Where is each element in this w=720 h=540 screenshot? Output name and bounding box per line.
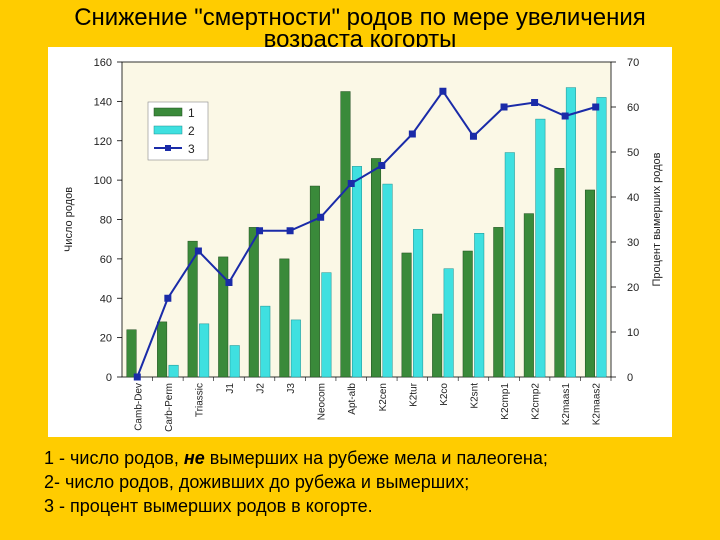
bar-series-1 <box>462 250 473 378</box>
y-tick-label: 60 <box>100 254 112 266</box>
bar-series-1 <box>248 227 259 378</box>
bar-series-1 <box>309 185 320 378</box>
line-point-series-3 <box>469 132 477 140</box>
bar-series-2 <box>443 268 454 378</box>
bar-series-1 <box>187 240 198 378</box>
y2-tick-label: 10 <box>627 327 639 339</box>
y-tick-label: 20 <box>100 333 112 345</box>
bar-series-1 <box>279 258 290 378</box>
legend-marker-3 <box>165 145 171 151</box>
bar-series-2 <box>168 364 179 378</box>
y-tick-label: 160 <box>94 57 112 69</box>
y2-tick-label: 50 <box>627 147 639 159</box>
bar-series-1 <box>340 91 351 378</box>
legend-label: 1 <box>188 106 195 120</box>
note-1-prefix: 1 - число родов, <box>44 448 184 468</box>
y2-tick-label: 60 <box>627 102 639 114</box>
bar-series-1 <box>523 213 534 378</box>
bar-series-1 <box>157 321 168 378</box>
line-point-series-3 <box>256 227 264 235</box>
bar-series-1 <box>126 329 137 378</box>
line-point-series-3 <box>561 112 569 120</box>
y2-tick-label: 0 <box>627 372 633 384</box>
line-point-series-3 <box>194 247 202 255</box>
bar-series-2 <box>413 229 424 378</box>
bar-series-1 <box>371 158 382 378</box>
note-3: 3 - процент вымерших родов в когорте. <box>44 496 373 516</box>
bar-series-1 <box>432 313 443 378</box>
bar-series-2 <box>260 305 271 378</box>
bar-series-2 <box>504 152 515 378</box>
x-tick-label: K2snt <box>469 383 480 409</box>
bar-series-2 <box>535 118 546 378</box>
line-point-series-3 <box>500 103 508 111</box>
x-tick-label: K2co <box>439 383 450 406</box>
y-tick-label: 0 <box>106 372 112 384</box>
x-tick-label: K2tur <box>408 382 419 407</box>
line-point-series-3 <box>347 180 355 187</box>
bar-series-1 <box>493 227 504 378</box>
y2-tick-label: 20 <box>627 282 639 294</box>
x-tick-label: J1 <box>225 383 236 394</box>
line-point-series-3 <box>317 213 325 221</box>
y2-axis-label: Процент вымерших родов <box>651 152 663 286</box>
legend-notes: 1 - число родов, не вымерших на рубеже м… <box>44 446 548 518</box>
title-line-1: Снижение "смертности" родов по мере увел… <box>74 4 646 31</box>
y-axis-label: Число родов <box>63 187 75 252</box>
line-series-3 <box>136 89 597 378</box>
line-point-series-3 <box>225 279 233 286</box>
line-point-series-3 <box>286 227 294 235</box>
line-point-series-3 <box>592 103 600 111</box>
x-tick-label: K2maas1 <box>561 383 572 426</box>
x-tick-label: J2 <box>256 383 267 394</box>
bar-series-1 <box>401 252 412 378</box>
bar-series-2 <box>565 87 576 378</box>
chart-panel: 0 20 40 60 80 100 120 140 160 0 10 20 30 40 50 60 70 Числ… <box>48 47 672 437</box>
note-1-suffix: вымерших на рубеже мела и палеогена; <box>204 448 548 468</box>
chart: 0 20 40 60 80 100 120 140 160 0 10 20 30 40 50 60 70 Числ… <box>63 57 663 432</box>
legend-swatch-2 <box>153 125 183 135</box>
y-tick-label: 100 <box>94 175 112 187</box>
line-point-series-3 <box>439 87 447 95</box>
bar-series-2 <box>474 233 485 378</box>
line-point-series-3 <box>164 294 172 302</box>
note-2: 2- число родов, доживших до рубежа и вым… <box>44 472 470 492</box>
x-tick-label: Carb-Perm <box>164 383 175 432</box>
y-tick-label: 80 <box>100 215 112 227</box>
line-point-series-3 <box>378 162 386 169</box>
x-tick-label: K2cmp2 <box>531 383 542 420</box>
note-1-emphasis: не <box>183 448 205 468</box>
line-point-series-3 <box>408 130 416 138</box>
bar-series-2 <box>290 319 301 378</box>
y2-tick-label: 40 <box>627 192 639 204</box>
x-tick-label: K2maas2 <box>592 383 603 426</box>
y-tick-label: 140 <box>94 96 112 108</box>
line-point-series-3 <box>133 373 141 381</box>
x-tick-label: Apt-alb <box>347 383 358 415</box>
legend-swatch-1 <box>153 107 183 117</box>
bar-series-2 <box>351 166 362 378</box>
bar-series-2 <box>199 323 210 378</box>
note-1: 1 - число родов, не вымерших на рубеже м… <box>44 446 548 470</box>
bar-series-2 <box>321 272 332 378</box>
x-tick-label: J3 <box>286 383 297 394</box>
bar-series-1 <box>584 189 595 378</box>
y2-tick-label: 70 <box>627 57 639 69</box>
bar-series-1 <box>218 256 229 378</box>
bar-series-2 <box>229 345 240 378</box>
legend-label: 3 <box>188 142 195 156</box>
bar-series-2 <box>596 97 607 378</box>
x-tick-label: K2cmp1 <box>500 383 511 420</box>
y-tick-label: 40 <box>100 293 112 305</box>
y-tick-label: 120 <box>94 136 112 148</box>
x-tick-label: Triassic <box>194 383 205 417</box>
line-point-series-3 <box>531 99 539 106</box>
bar-series-1 <box>554 168 565 378</box>
x-tick-label: Neocom <box>317 383 328 420</box>
legend-label: 2 <box>188 124 195 138</box>
y2-tick-label: 30 <box>627 237 639 249</box>
x-tick-label: K2cen <box>378 383 389 411</box>
bar-series-2 <box>382 183 393 378</box>
x-tick-label: Camb-Dev <box>133 383 144 431</box>
